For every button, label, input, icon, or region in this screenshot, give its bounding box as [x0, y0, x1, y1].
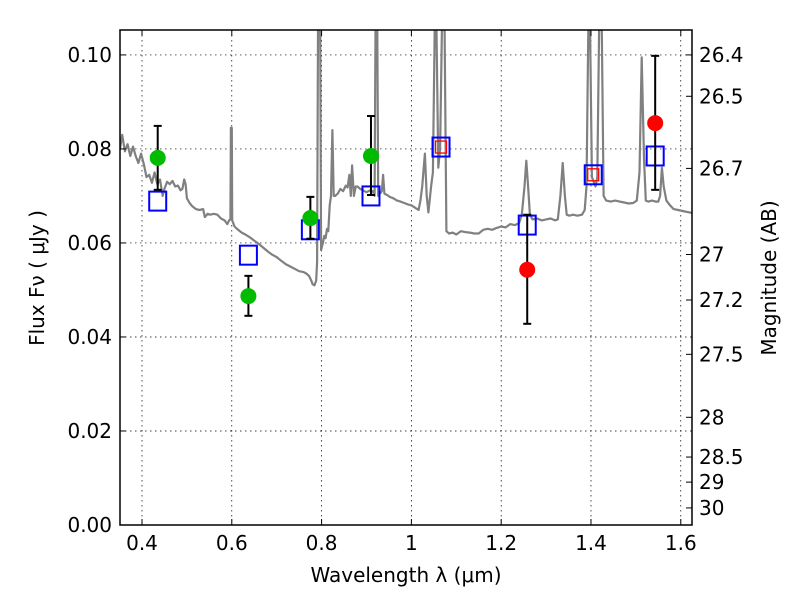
y-tick-label: 0.08	[67, 137, 112, 161]
x-axis-label: Wavelength λ (μm)	[310, 563, 501, 587]
x-tick-label: 1	[405, 531, 418, 555]
y-axis-label-right: Magnitude (AB)	[757, 200, 781, 355]
y2-tick-label: 27.5	[699, 342, 744, 366]
y-tick-label: 0.10	[67, 43, 112, 67]
grid	[120, 30, 692, 525]
observed-point	[647, 115, 664, 132]
observed-point	[519, 261, 536, 278]
y2-tick-label: 26.7	[699, 156, 744, 180]
plot-frame	[119, 29, 693, 526]
model-square-marker	[238, 244, 258, 266]
y-tick-label: 0.00	[67, 513, 112, 537]
y2-tick-label: 26.4	[699, 43, 744, 67]
observed-point	[149, 149, 166, 166]
y-axis-left: 0.00 0.02 0.04 0.06 0.08 0.10	[67, 43, 126, 537]
x-tick-label: 1.4	[575, 531, 607, 555]
y2-tick-label: 27.2	[699, 288, 744, 312]
y-axis-label-left: Flux Fν ( μJy )	[25, 210, 49, 346]
x-tick-label: 1.6	[665, 531, 697, 555]
model-square-marker	[148, 190, 168, 212]
observed-point	[302, 210, 319, 227]
model-square-marker	[583, 164, 603, 186]
x-axis: 0.4 0.6 0.8 1 1.2 1.4 1.6	[126, 30, 697, 555]
x-tick-label: 0.4	[126, 531, 158, 555]
y2-tick-label: 29	[699, 470, 724, 494]
observed-point	[240, 288, 257, 305]
model-inner-square-marker	[587, 168, 600, 182]
y2-tick-label: 30	[699, 496, 724, 520]
model-square-marker	[431, 136, 451, 158]
x-tick-label: 0.6	[216, 531, 248, 555]
y2-tick-label: 27	[699, 242, 724, 266]
y-tick-label: 0.04	[67, 325, 112, 349]
y-tick-label: 0.02	[67, 419, 112, 443]
y2-tick-label: 26.5	[699, 84, 744, 108]
x-tick-label: 1.2	[485, 531, 517, 555]
spectrum-line	[120, 30, 692, 287]
x-tick-label: 0.8	[306, 531, 338, 555]
observed-point	[362, 147, 379, 164]
y-tick-label: 0.06	[67, 231, 112, 255]
y2-tick-label: 28	[699, 405, 724, 429]
plot-area	[120, 30, 692, 325]
model-inner-square-marker	[434, 140, 448, 154]
y2-tick-label: 28.5	[699, 445, 744, 469]
